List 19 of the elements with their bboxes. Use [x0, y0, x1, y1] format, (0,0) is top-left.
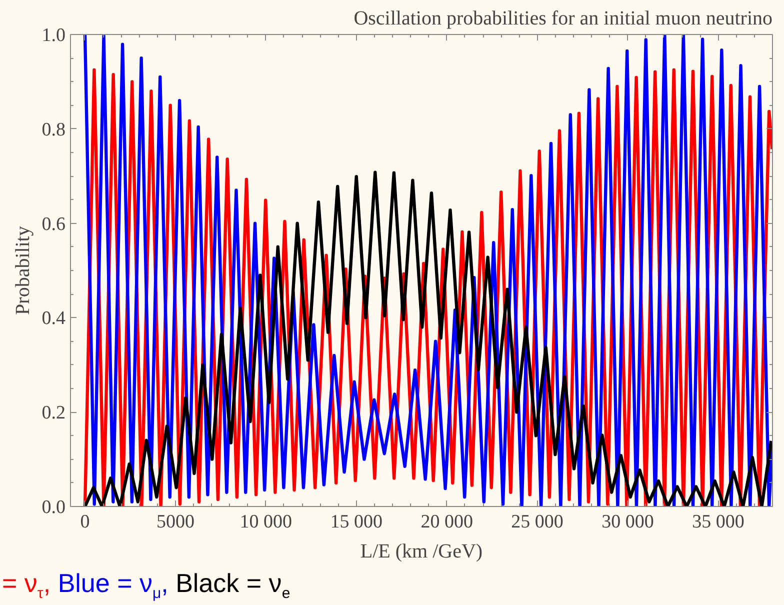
text: = ν$_{τ}$, Blue = ν$_{μ}$, Black = ν$_{e}$	[2, 568, 290, 602]
x-tick-label: 5000	[156, 512, 194, 532]
chart-title: Oscillation probabilities for an initial muon neutrino	[354, 8, 773, 30]
y-tick-label: 0.4	[42, 308, 66, 330]
x-tick-label: 15 000	[330, 512, 382, 532]
x-tick-label: 20 000	[420, 512, 473, 532]
x-tick-label: 10 000	[240, 512, 292, 532]
line-series	[83, 170, 772, 506]
y-tick-label: 0.0	[42, 497, 66, 518]
y-tick-label: 0.8	[42, 119, 66, 140]
y-tick-label: 0.6	[42, 214, 66, 235]
x-tick-label: 30 000	[602, 512, 654, 532]
x-tick-label: 25 000	[511, 512, 564, 532]
x-tick-label: 35 000	[692, 512, 744, 532]
y-tick-label: 0.2	[42, 402, 66, 424]
x-axis-title: L/E (km /GeV)	[360, 540, 483, 562]
x-tick-label: 0	[80, 512, 90, 532]
y-tick-label: 1.0	[42, 25, 66, 46]
y-axis-title: Probability	[12, 226, 34, 315]
